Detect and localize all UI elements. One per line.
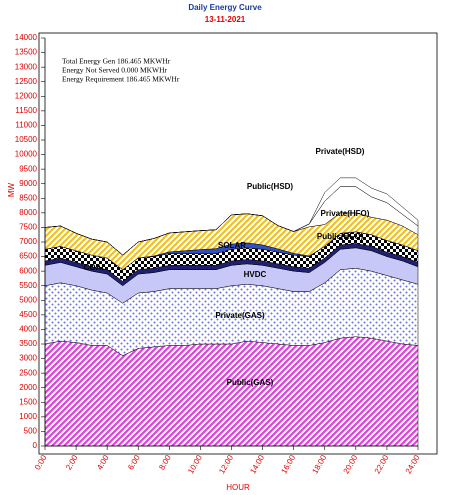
y-tick-label: 10000 [15,150,38,159]
y-tick-label: 6000 [19,266,37,275]
x-tick-label: 2:00 [64,453,80,471]
x-tick-label: 18:00 [310,453,328,475]
y-tick-label: 500 [24,427,38,436]
series-label: Public(HSD) [247,182,294,191]
y-tick-label: 8500 [19,193,37,202]
y-tick-label: 5500 [19,281,37,290]
x-tick-label: 16:00 [279,453,297,475]
y-tick-label: 13500 [15,48,38,57]
series-label: Private(HSD) [316,147,365,156]
y-tick-label: 14000 [15,33,38,42]
annotation: Total Energy Gen 186.465 MKWHr [62,57,171,66]
x-tick-label: 14:00 [248,453,266,475]
y-tick-label: 1000 [19,412,37,421]
y-tick-label: 11000 [15,121,37,130]
series-label: Public(GAS) [227,378,274,387]
x-tick-label: 6:00 [126,453,142,471]
series-label: Private(HFO) [321,209,370,218]
area [44,336,419,447]
y-tick-label: 12000 [15,91,38,100]
series-label: Public(HFO) [317,232,364,241]
x-tick-label: 24:00 [404,453,422,475]
y-tick-label: 7500 [19,223,37,232]
y-tick-label: 8000 [19,208,37,217]
y-tick-label: 1500 [19,397,37,406]
x-tick-label: 22:00 [373,453,391,475]
area [44,177,419,256]
y-tick-label: 5000 [19,295,37,304]
x-tick-label: 20:00 [342,453,360,475]
y-tick-label: 7000 [19,237,37,246]
y-tick-label: 4500 [19,310,37,319]
y-tick-label: 4000 [19,325,37,334]
annotation: Energy Requirement 186.465 MKWHr [62,75,180,84]
y-tick-label: 9500 [19,164,37,173]
y-tick-label: 2500 [19,368,37,377]
y-tick-label: 3500 [19,339,37,348]
series-label: Private(GAS) [215,311,265,320]
series-label: HVDC [244,270,267,279]
y-tick-label: 13000 [15,62,38,71]
y-tick-label: 9000 [19,179,37,188]
annotation: Energy Not Served 0.000 MKWHr [62,66,168,75]
y-tick-label: 11500 [15,106,37,115]
y-tick-label: 0 [33,441,38,450]
x-tick-label: 4:00 [95,453,111,471]
x-tick-label: 8:00 [157,453,173,471]
y-tick-label: 2000 [19,383,37,392]
x-tick-label: 12:00 [217,453,235,475]
x-tick-label: 10:00 [186,453,204,475]
chart-subtitle: 13-11-2021 [205,15,246,24]
y-tick-label: 10500 [15,135,38,144]
y-tick-label: 6500 [19,252,37,261]
y-tick-label: 3000 [19,354,37,363]
y-axis-label: MW [7,182,16,197]
x-tick-label: 0:00 [33,453,49,471]
plot-frame [38,32,438,455]
x-axis-label: HOUR [226,483,250,492]
y-tick-label: 12500 [15,77,38,86]
chart-title: Daily Energy Curve [188,3,262,12]
series-label: SOLAR [218,241,246,250]
series-label: COAL [84,263,107,272]
